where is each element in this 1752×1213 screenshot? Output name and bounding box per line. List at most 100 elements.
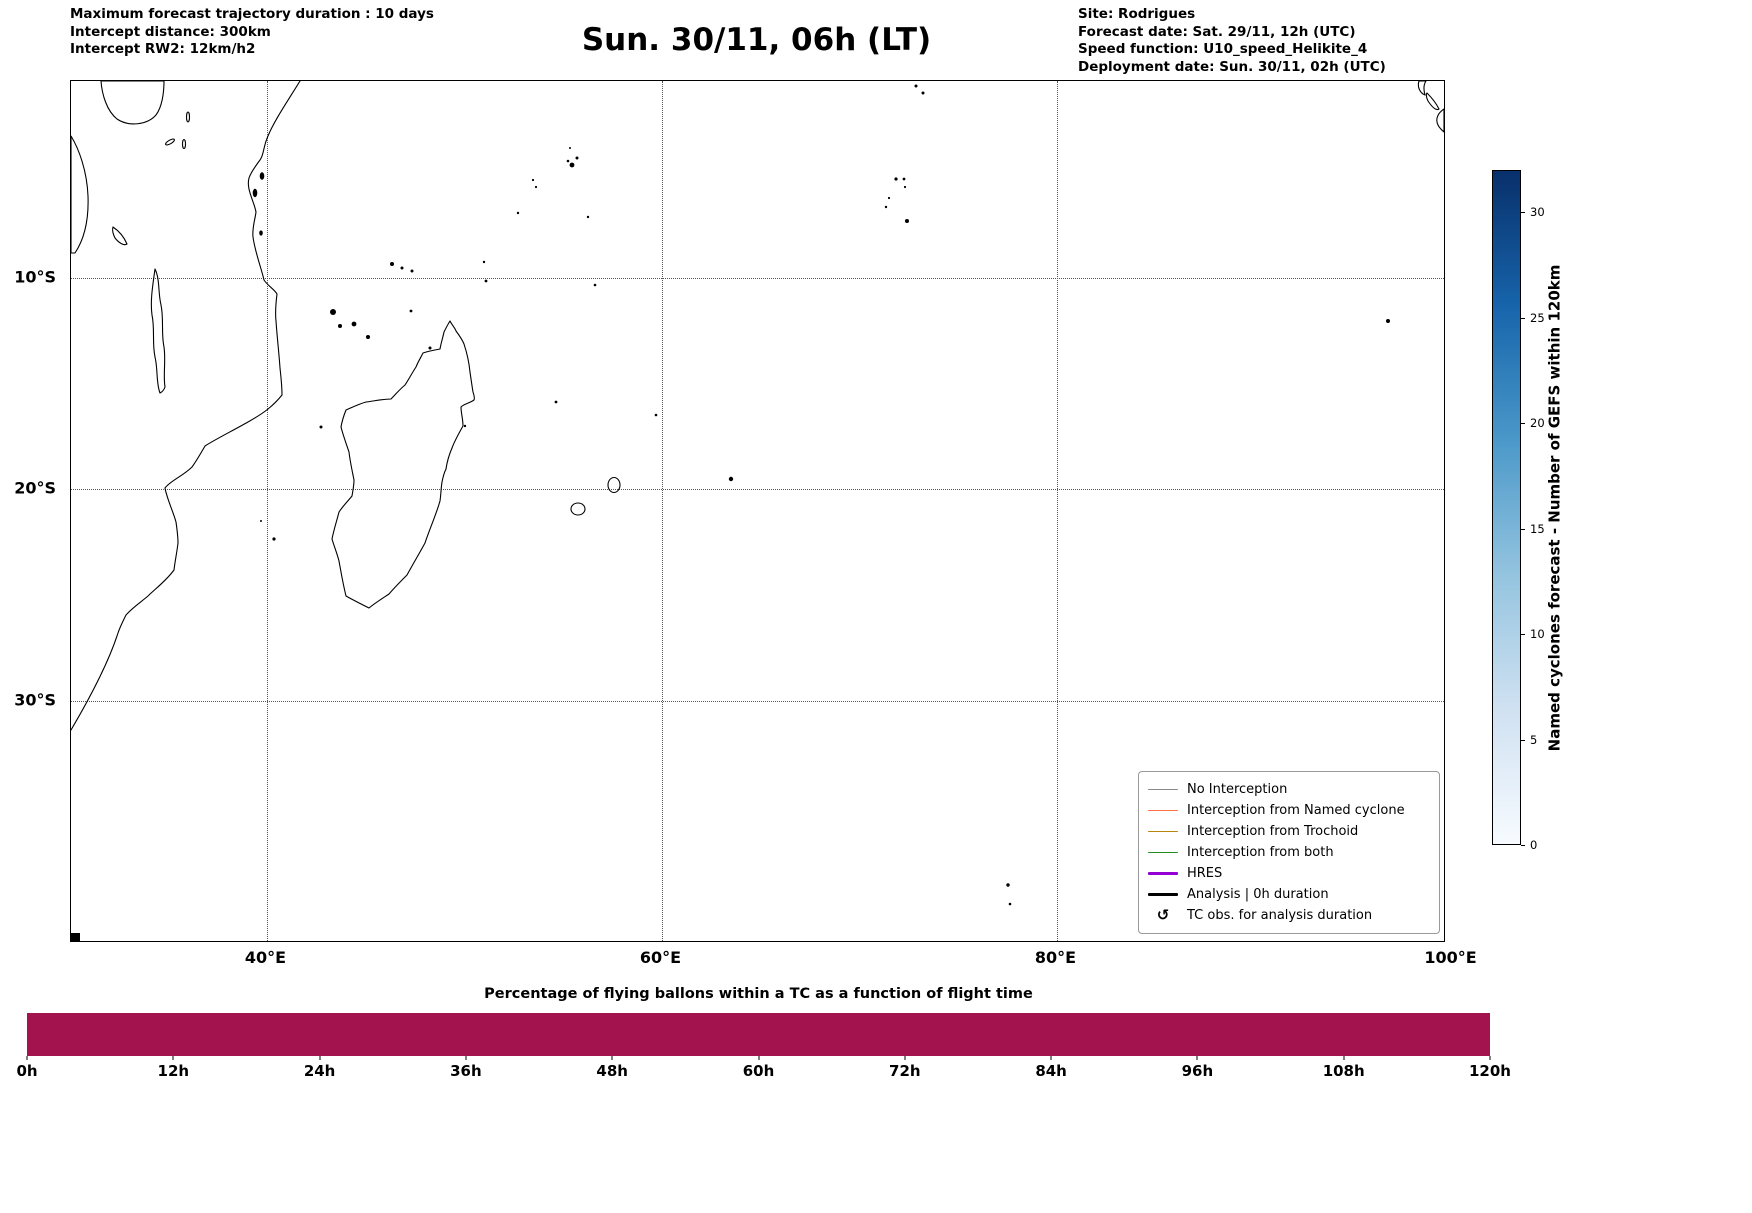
zanzibar-island <box>252 188 258 198</box>
mauritius-island <box>607 476 621 494</box>
legend-item-label: Analysis | 0h duration <box>1187 887 1329 902</box>
lake-natron <box>185 111 191 123</box>
lon-axis: 40°E 60°E 80°E 100°E <box>70 948 1477 974</box>
rodrigues-island <box>728 476 734 482</box>
legend-line-sample <box>1148 788 1178 791</box>
colorbar-tick-label: 5 <box>1530 732 1538 747</box>
gridline-lat <box>71 489 1444 491</box>
colorbar-label: Named cyclones forecast - Number of GEFS… <box>1545 264 1563 751</box>
colorbar-tick-label: 30 <box>1530 205 1545 220</box>
legend-item: Interception from Trochoid <box>1148 821 1430 842</box>
africa-coastline <box>71 81 301 731</box>
farquhar-island <box>484 279 488 283</box>
juan-de-nova-island <box>319 425 323 429</box>
flight-time-tick-mark <box>758 1056 759 1060</box>
flight-time-tick-mark <box>1196 1056 1198 1060</box>
amsterdam-island <box>1006 883 1010 887</box>
flight-time-tick-label: 72h <box>889 1062 921 1080</box>
colorbar-tick-mark <box>1521 739 1525 741</box>
flight-time-tick-label: 36h <box>450 1062 482 1080</box>
flight-time-tick-mark <box>465 1056 467 1060</box>
anjouan-island <box>351 321 357 327</box>
lon-tick-label: 60°E <box>639 948 682 967</box>
chagos-three-brothers <box>887 196 891 200</box>
amirantes-island-2 <box>534 185 538 189</box>
flight-time-tick-label: 108h <box>1322 1062 1365 1080</box>
bird-island <box>569 147 571 149</box>
pemba-island <box>259 172 265 180</box>
flight-time-tick-mark <box>1489 1056 1491 1060</box>
providence-island <box>482 260 486 264</box>
chagos-peros-banhos <box>894 177 898 181</box>
mafia-island <box>259 230 263 236</box>
colorbar-tick-mark <box>1521 317 1525 319</box>
reunion-island <box>570 502 586 516</box>
colorbar-tick-label: 10 <box>1530 627 1545 642</box>
flight-time-tick-mark <box>1050 1056 1052 1060</box>
header-right-line-1: Site: Rodrigues <box>1078 6 1196 22</box>
flight-time-tick-label: 84h <box>1035 1062 1067 1080</box>
chagos-egmont <box>884 205 888 209</box>
flight-time-tick-label: 0h <box>16 1062 38 1080</box>
legend-item-label: Interception from Trochoid <box>1187 824 1359 839</box>
st-brandon-island <box>654 413 658 417</box>
legend-item: Interception from Named cyclone <box>1148 800 1430 821</box>
lake-malawi <box>150 268 166 394</box>
astove-island <box>410 269 414 273</box>
cocos-islands <box>1386 319 1390 323</box>
legend-line-sample <box>1148 809 1178 812</box>
bottom-chart-title: Percentage of flying ballons within a TC… <box>484 986 1033 1002</box>
legend-item: ↺ TC obs. for analysis duration <box>1148 905 1430 926</box>
legend-item: Analysis | 0h duration <box>1148 884 1430 905</box>
legend-item-label: HRES <box>1187 866 1223 881</box>
legend-items: No Interception Interception from Named c… <box>1148 779 1430 926</box>
colorbar <box>1492 170 1521 845</box>
legend-item-label: Interception from Named cyclone <box>1187 803 1405 818</box>
moheli-island <box>338 324 342 328</box>
flight-time-tick-label: 120h <box>1469 1062 1511 1080</box>
nosy-be-island <box>428 346 432 350</box>
diego-garcia-island <box>905 219 909 223</box>
legend-item: No Interception <box>1148 779 1430 800</box>
siberut-island <box>1425 92 1440 111</box>
map-canvas <box>71 81 1444 941</box>
map-plot: No Interception Interception from Named c… <box>70 80 1445 942</box>
flight-time-tick-label: 60h <box>742 1062 775 1080</box>
colorbar-tick-label: 0 <box>1530 838 1538 852</box>
tromelin-island <box>554 400 558 404</box>
lat-tick-label: 20°S <box>14 478 56 498</box>
aldabra-island <box>390 262 394 266</box>
flight-time-tick-mark <box>319 1056 321 1060</box>
lon-tick-label: 40°E <box>244 948 287 967</box>
gridline-lon <box>266 81 268 941</box>
corner-coast-fragment <box>71 933 80 941</box>
colorbar-tick-label: 20 <box>1530 416 1545 431</box>
praslin-island <box>575 156 579 160</box>
colorbar-tick-label: 25 <box>1530 310 1545 325</box>
lat-axis: 10°S 20°S 30°S <box>0 80 64 940</box>
legend-line-sample <box>1148 851 1178 854</box>
gridline-lon <box>1056 81 1058 941</box>
header-left-line-3: Intercept RW2: 12km/h2 <box>70 41 256 57</box>
glorioso-island <box>409 309 413 313</box>
lake-manyara <box>181 138 187 150</box>
gridline-lat <box>71 700 1444 702</box>
coetivy-island <box>586 215 590 219</box>
lake-tanganyika <box>71 135 89 254</box>
colorbar-tick-mark <box>1521 212 1525 214</box>
legend-box: No Interception Interception from Named c… <box>1138 771 1440 934</box>
colorbar-tick-mark <box>1521 634 1525 636</box>
amirantes-island-1 <box>531 178 535 182</box>
header-left: Maximum forecast trajectory duration : 1… <box>70 6 434 59</box>
maldives-atoll-1 <box>914 84 918 88</box>
colorbar-tick-label: 15 <box>1530 521 1545 536</box>
lon-tick-label: 100°E <box>1424 948 1477 967</box>
colorbar-ticks: 0 5 10 15 20 25 30 <box>1521 170 1567 852</box>
flight-time-tick-label: 24h <box>303 1062 336 1080</box>
flight-time-tick-label: 96h <box>1181 1062 1214 1080</box>
chagos-salomon <box>902 177 906 181</box>
sumatra-fragment-edge <box>1436 108 1444 133</box>
legend-item-label: TC obs. for analysis duration <box>1187 908 1373 923</box>
agalega-island <box>593 283 597 287</box>
